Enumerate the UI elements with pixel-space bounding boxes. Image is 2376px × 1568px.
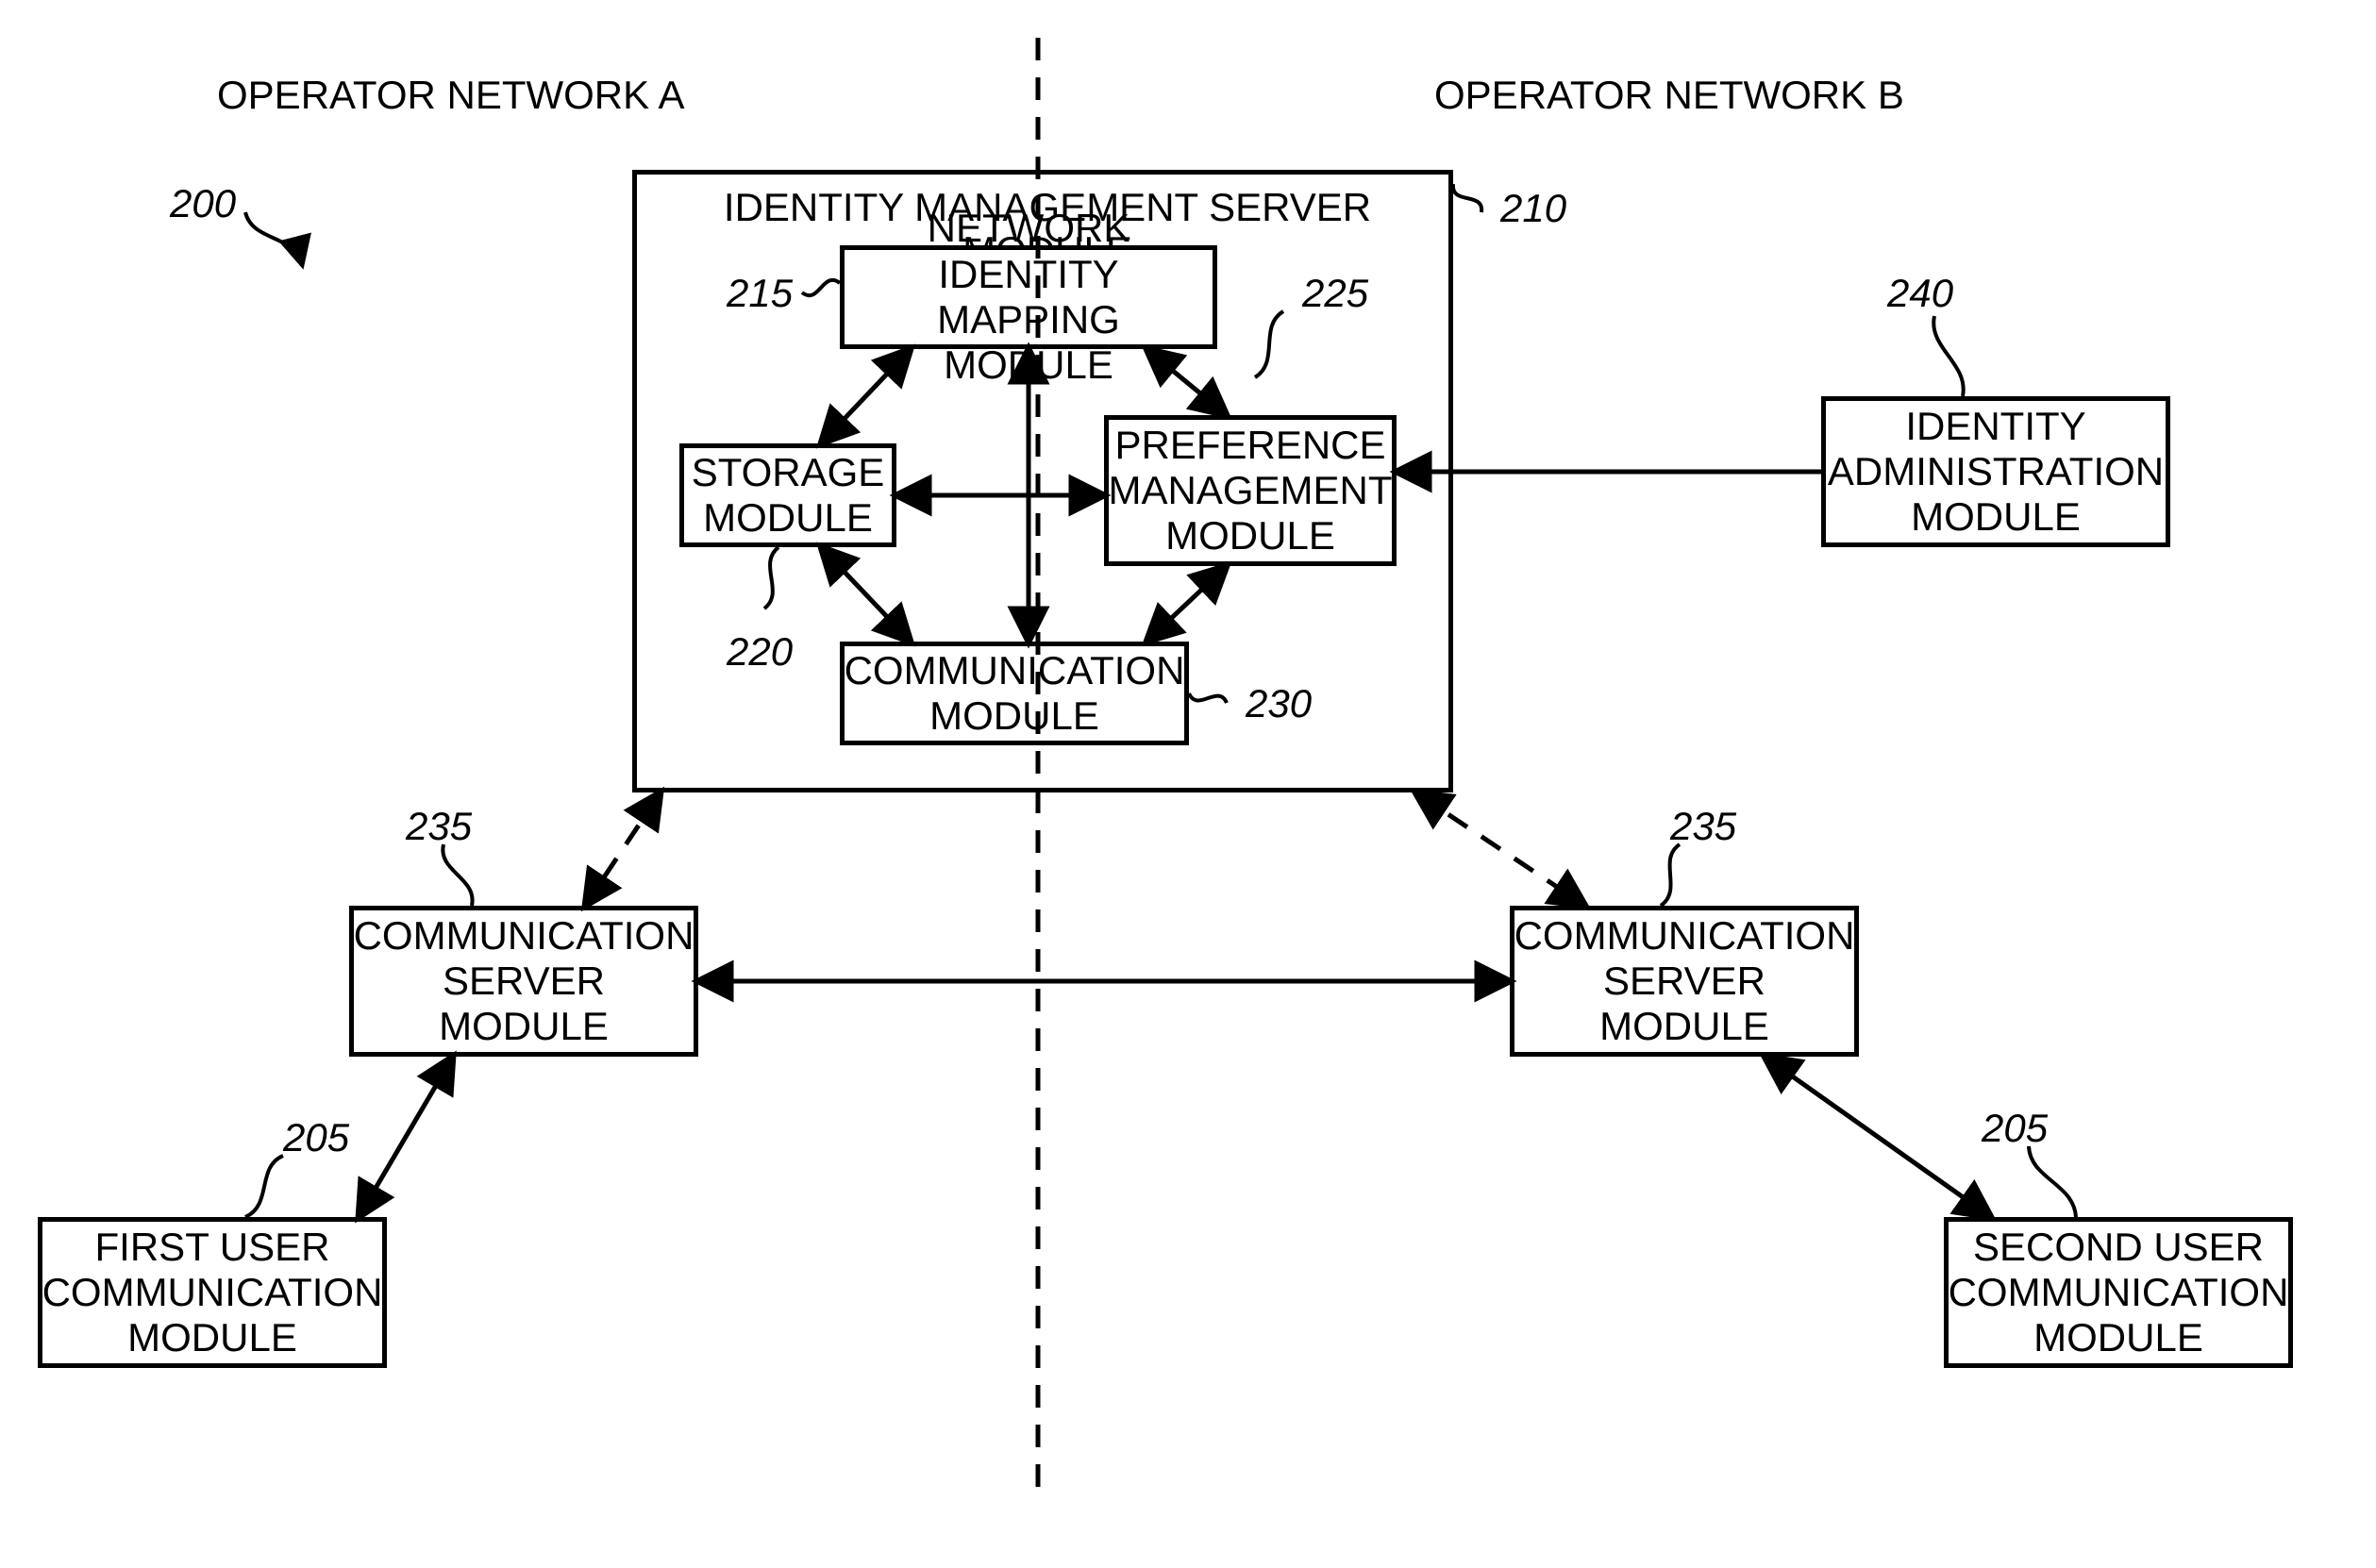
leadline-w240 xyxy=(1933,316,1963,396)
ref-220: 220 xyxy=(727,632,793,672)
communication-server-module-b: COMMUNICATIONSERVERMODULE xyxy=(1510,906,1859,1057)
box-label: STORAGEMODULE xyxy=(692,450,885,542)
box-label: PREFERENCEMANAGEMENTMODULE xyxy=(1109,423,1393,559)
preference-management-module: PREFERENCEMANAGEMENTMODULE xyxy=(1104,415,1397,566)
edge-csa-to-user1 xyxy=(359,1057,453,1217)
ref-230: 230 xyxy=(1246,684,1312,724)
network-identity-mapping-module: NETWORK IDENTITYMAPPING MODULE xyxy=(840,245,1217,349)
box-label: COMMUNICATIONMODULE xyxy=(845,648,1185,740)
second-user-communication-module: SECOND USERCOMMUNICATIONMODULE xyxy=(1944,1217,2293,1368)
edge-ims-to-csb xyxy=(1415,792,1585,906)
box-label: FIRST USERCOMMUNICATIONMODULE xyxy=(42,1225,383,1361)
ref-235b: 235 xyxy=(1670,807,1736,846)
leadline-w210 xyxy=(1453,184,1481,212)
leadline-w205a xyxy=(245,1156,283,1217)
identity-administration-module: IDENTITYADMINISTRATIONMODULE xyxy=(1821,396,2170,547)
diagram-canvas: OPERATOR NETWORK A OPERATOR NETWORK B ID… xyxy=(0,0,2376,1568)
ref-210: 210 xyxy=(1500,189,1566,228)
ref-225: 225 xyxy=(1302,274,1368,313)
ref-200: 200 xyxy=(170,184,236,224)
ref-235a: 235 xyxy=(406,807,472,846)
leadline-w200 xyxy=(245,212,302,264)
ref-205b: 205 xyxy=(1982,1109,2048,1148)
header-network-a: OPERATOR NETWORK A xyxy=(217,75,685,115)
header-network-b: OPERATOR NETWORK B xyxy=(1434,75,1904,115)
leadline-w235a xyxy=(443,844,472,906)
edge-ims-to-csa xyxy=(585,792,661,906)
communication-module: COMMUNICATIONMODULE xyxy=(840,642,1189,745)
leadline-w235b xyxy=(1661,844,1680,906)
box-label: COMMUNICATIONSERVERMODULE xyxy=(1514,913,1855,1050)
box-label: COMMUNICATIONSERVERMODULE xyxy=(354,913,694,1050)
ref-240: 240 xyxy=(1887,274,1953,313)
ref-215: 215 xyxy=(727,274,793,313)
storage-module: STORAGEMODULE xyxy=(679,443,896,547)
first-user-communication-module: FIRST USERCOMMUNICATIONMODULE xyxy=(38,1217,387,1368)
box-label: SECOND USERCOMMUNICATIONMODULE xyxy=(1949,1225,2289,1361)
box-label: NETWORK IDENTITYMAPPING MODULE xyxy=(856,206,1201,388)
leadline-w205b xyxy=(2029,1146,2076,1217)
box-label: IDENTITYADMINISTRATIONMODULE xyxy=(1828,404,2164,541)
communication-server-module-a: COMMUNICATIONSERVERMODULE xyxy=(349,906,698,1057)
ref-205a: 205 xyxy=(283,1118,349,1158)
edge-csb-to-user2 xyxy=(1765,1057,1991,1217)
